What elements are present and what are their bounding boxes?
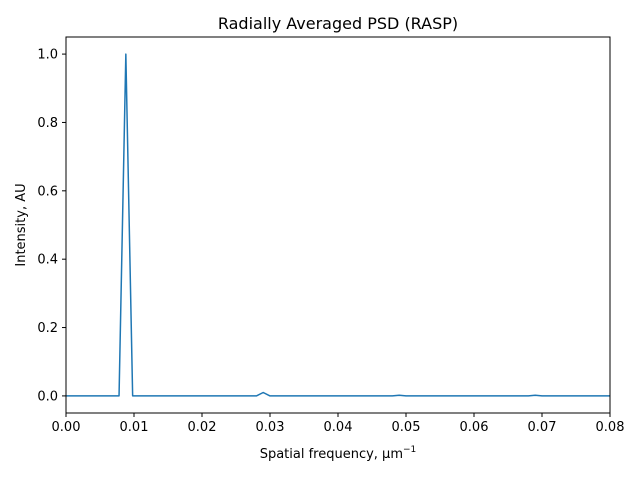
y-tick-label: 0.4	[37, 253, 58, 268]
series-line-0	[66, 53, 610, 397]
x-tick-label: 0.03	[256, 420, 285, 435]
x-axis-ticks: 0.00 0.01 0.02 0.03 0.04 0.05 0.06 0.07 0.08	[52, 413, 625, 435]
plot-area	[66, 53, 610, 397]
y-tick-label: 0.6	[37, 184, 58, 199]
y-axis-ticks: 0.0 0.2 0.4 0.6 0.8 1.0	[37, 48, 66, 404]
x-tick-label: 0.02	[188, 420, 217, 435]
x-tick-label: 0.00	[52, 420, 81, 435]
x-axis-label-exponent: −1	[403, 445, 416, 455]
x-axis-label-text: Spatial frequency, μm	[260, 447, 403, 462]
y-tick-label: 0.2	[37, 321, 58, 336]
x-tick-label: 0.07	[528, 420, 557, 435]
x-tick-label: 0.04	[324, 420, 353, 435]
y-tick-label: 1.0	[37, 48, 58, 63]
y-axis-label: Intensity, AU	[14, 183, 29, 266]
x-tick-label: 0.06	[460, 420, 489, 435]
x-tick-label: 0.05	[392, 420, 421, 435]
y-tick-label: 0.8	[37, 116, 58, 131]
chart-title: Radially Averaged PSD (RASP)	[218, 14, 458, 33]
y-tick-label: 0.0	[37, 389, 58, 404]
x-tick-label: 0.08	[596, 420, 625, 435]
x-axis-label: Spatial frequency, μm−1	[260, 445, 417, 462]
x-tick-label: 0.01	[120, 420, 149, 435]
